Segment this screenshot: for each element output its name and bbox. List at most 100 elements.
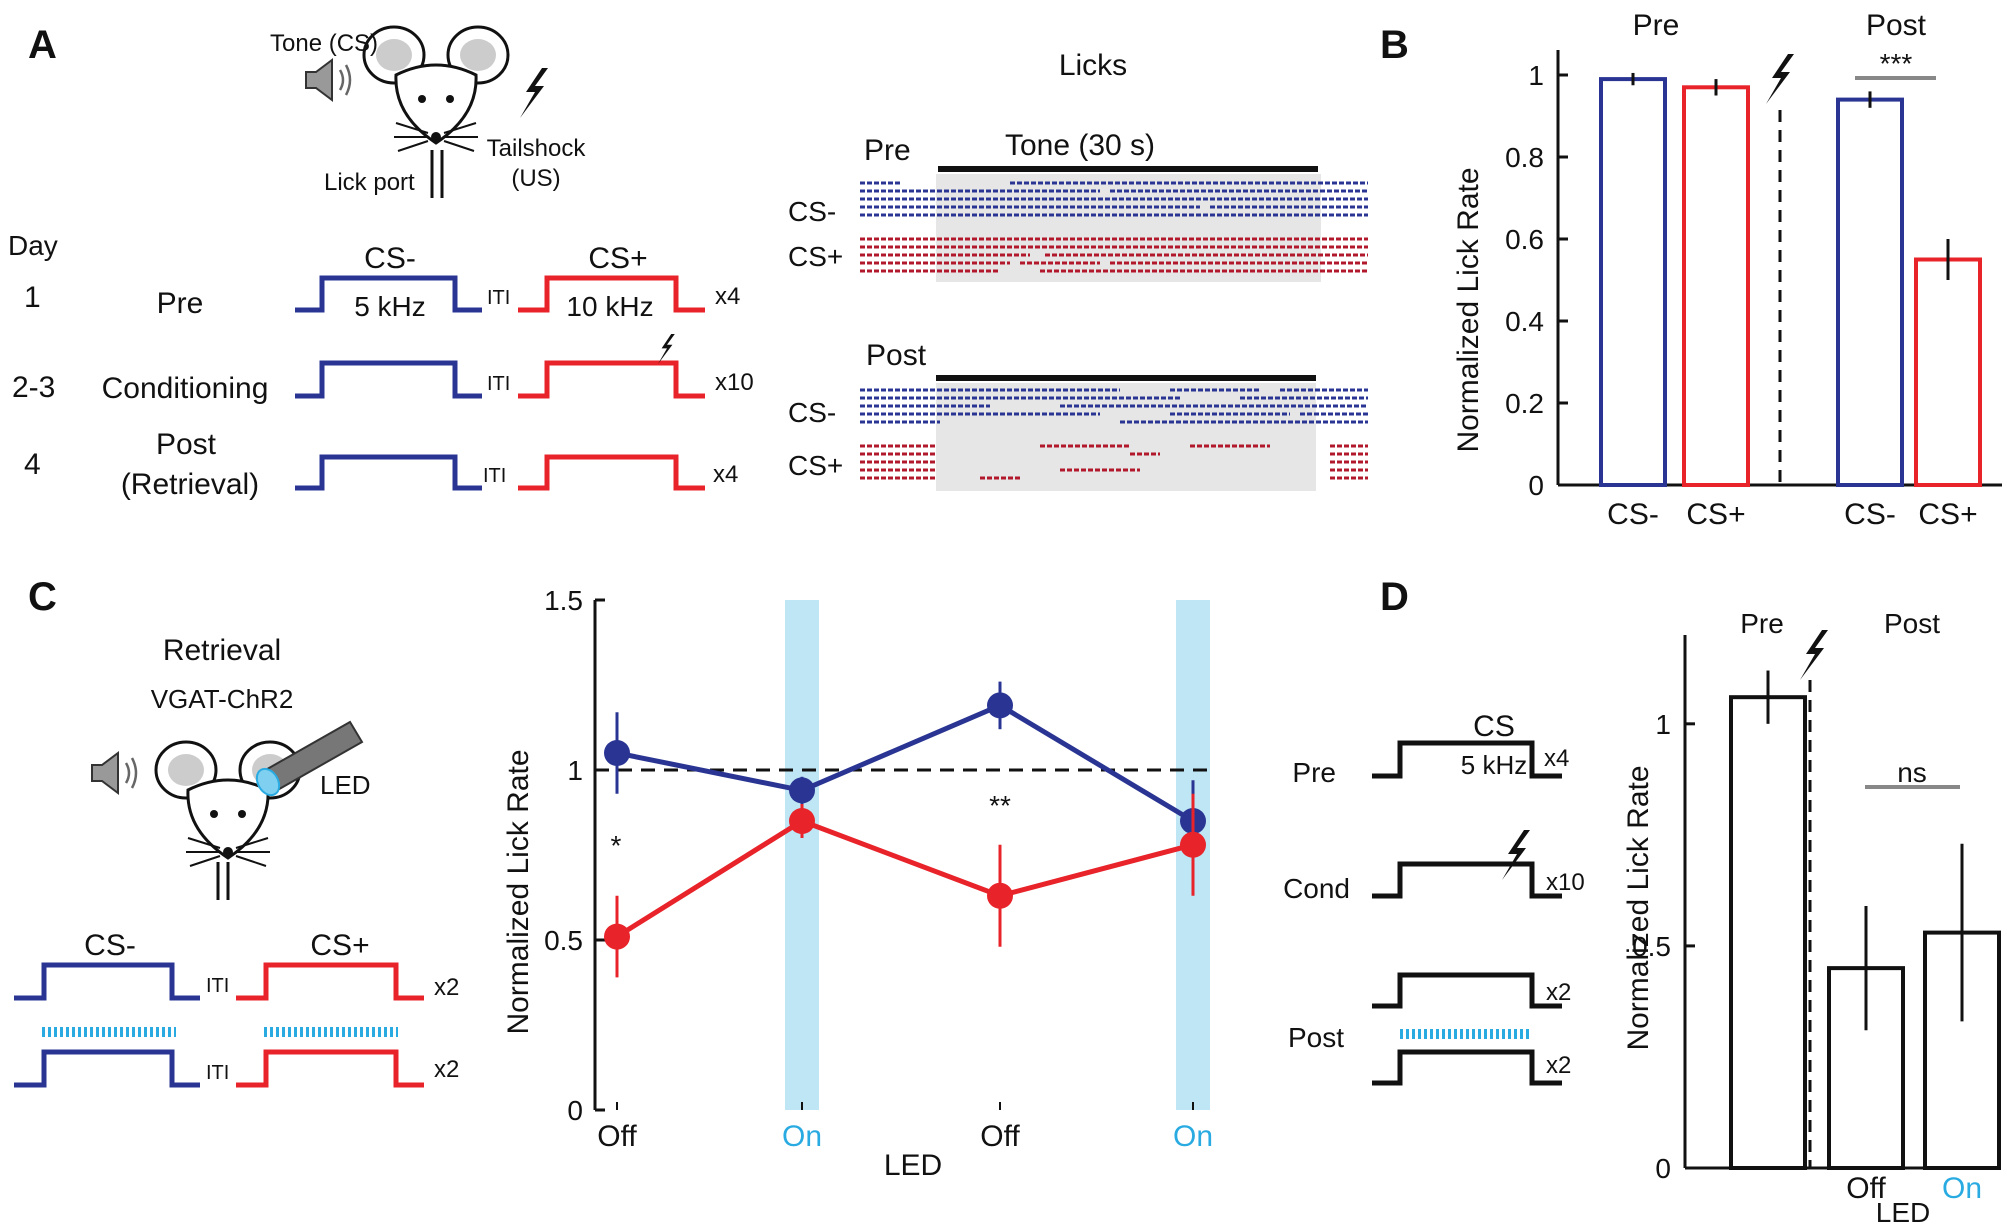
b-shock-icon [1766,54,1794,104]
b-bar [1836,97,1904,487]
d-reps-pre: x4 [1544,745,1569,772]
b-bar [1682,85,1750,488]
tailshock-label: Tailshock [487,135,587,162]
d-cs-freq: 5 kHz [1461,750,1527,780]
panel-label-d: D [1380,575,1409,619]
c-data-point [789,808,815,834]
b-x-tick-label: CS- [1607,498,1659,531]
raster-pre-cs-minus: CS- [788,196,836,227]
d-phase-post: Post [1288,1022,1344,1053]
panel-a: A Tone (CS) Lick port Tailshock (US) Day… [8,23,1368,501]
b-group-post: Post [1866,9,1927,42]
phase-retrieval: (Retrieval) [121,468,259,501]
b-y-tick-label: 0.2 [1505,388,1544,419]
c-xlabel: LED [884,1149,942,1182]
lightning-icon [520,68,548,118]
c-data-point [604,923,630,950]
iti-label: ITI [483,465,506,487]
c-mouse-line: VGAT-ChR2 [151,684,294,714]
b-significance: *** [1880,48,1913,79]
panel-c: C Retrieval VGAT-ChR2 LED CS- CS+ ITI x2… [14,575,1215,1182]
led-on-band [785,600,819,1110]
day-header: Day [8,230,58,261]
iti-label: ITI [206,975,229,997]
raster-pre-label: Pre [864,134,911,167]
shock-icon [658,334,675,364]
c-reps-2: x2 [434,1056,459,1083]
us-label: (US) [511,165,560,192]
b-y-tick-label: 0.6 [1505,224,1544,255]
c-data-point [1180,831,1206,858]
b-group-pre: Pre [1633,9,1680,42]
c-y-tick-label: 1.5 [544,585,583,616]
c-series-line [616,702,1195,824]
c-ylabel: Normalized Lick Rate [502,749,535,1034]
led-fiber-icon [255,720,364,797]
d-y-tick-label: 0 [1655,1153,1671,1184]
b-ylabel: Normalized Lick Rate [1452,167,1485,452]
tone-shade-post [936,383,1316,491]
panel-label-a: A [28,23,57,67]
lick-port-label: Lick port [324,169,415,196]
d-x-tick-label: Off [1846,1172,1886,1205]
c-y-tick-label: 1 [567,755,583,786]
c-retrieval-label: Retrieval [163,634,281,667]
d-significance: ns [1897,757,1927,788]
b-y-tick-label: 1 [1528,60,1544,91]
cs-minus-freq: 5 kHz [354,291,426,322]
c-star-2: ** [989,790,1011,821]
b-y-tick-label: 0.4 [1505,306,1544,337]
day-1: 1 [24,281,41,314]
raster-pre-cs-plus: CS+ [788,241,843,272]
tone-bar-label: Tone (30 s) [1005,129,1155,162]
speaker-icon [304,58,352,102]
c-x-tick-label: On [782,1120,822,1153]
c-data-point [789,777,815,804]
c-reps-1: x2 [434,974,459,1001]
day-4: 4 [24,448,41,481]
mouse-icon [362,25,510,153]
day-2-3: 2-3 [12,371,55,404]
cs-plus-freq: 10 kHz [566,291,653,322]
c-data-point [987,692,1013,719]
d-x-tick-label: On [1942,1172,1982,1205]
b-x-tick-label: CS+ [1686,498,1745,531]
licks-title: Licks [1059,49,1127,82]
c-series-line [615,818,1194,939]
b-bar [1599,77,1667,487]
iti-label: ITI [487,287,510,309]
d-cs-label: CS [1473,710,1515,743]
raster-post-label: Post [866,339,927,372]
c-x-tick-label: On [1173,1120,1213,1153]
reps-conditioning: x10 [715,369,754,396]
cs-plus-header: CS+ [588,242,647,275]
phase-conditioning: Conditioning [102,372,269,405]
raster-post-cs-minus: CS- [788,397,836,428]
d-bar [1729,695,1807,1171]
cs-minus-header: CS- [364,242,416,275]
d-group-post: Post [1884,608,1940,639]
b-y-tick-label: 0 [1528,470,1544,501]
iti-label: ITI [206,1062,229,1084]
d-group-pre: Pre [1740,608,1784,639]
d-y-tick-label: 1 [1655,709,1671,740]
reps-pre: x4 [715,283,740,310]
tone-cs-label: Tone (CS) [270,30,378,57]
c-star-1: * [611,830,622,861]
panel-b: B Normalized Lick Rate Pre Post *** 0 0.2… [1380,9,2002,531]
c-data-point [604,740,630,766]
d-xlabel: LED [1876,1197,1930,1228]
mouse-icon [154,740,302,868]
c-data-point [987,882,1013,909]
speaker-icon [90,751,138,795]
b-x-tick-label: CS+ [1918,498,1977,531]
b-x-tick-label: CS- [1844,498,1896,531]
reps-post: x4 [713,461,738,488]
b-y-tick-label: 0.8 [1505,142,1544,173]
panel-label-b: B [1380,23,1409,67]
phase-pre: Pre [157,287,204,320]
d-reps-post-1: x2 [1546,979,1571,1006]
panel-label-c: C [28,575,57,619]
c-x-tick-label: Off [980,1120,1020,1153]
